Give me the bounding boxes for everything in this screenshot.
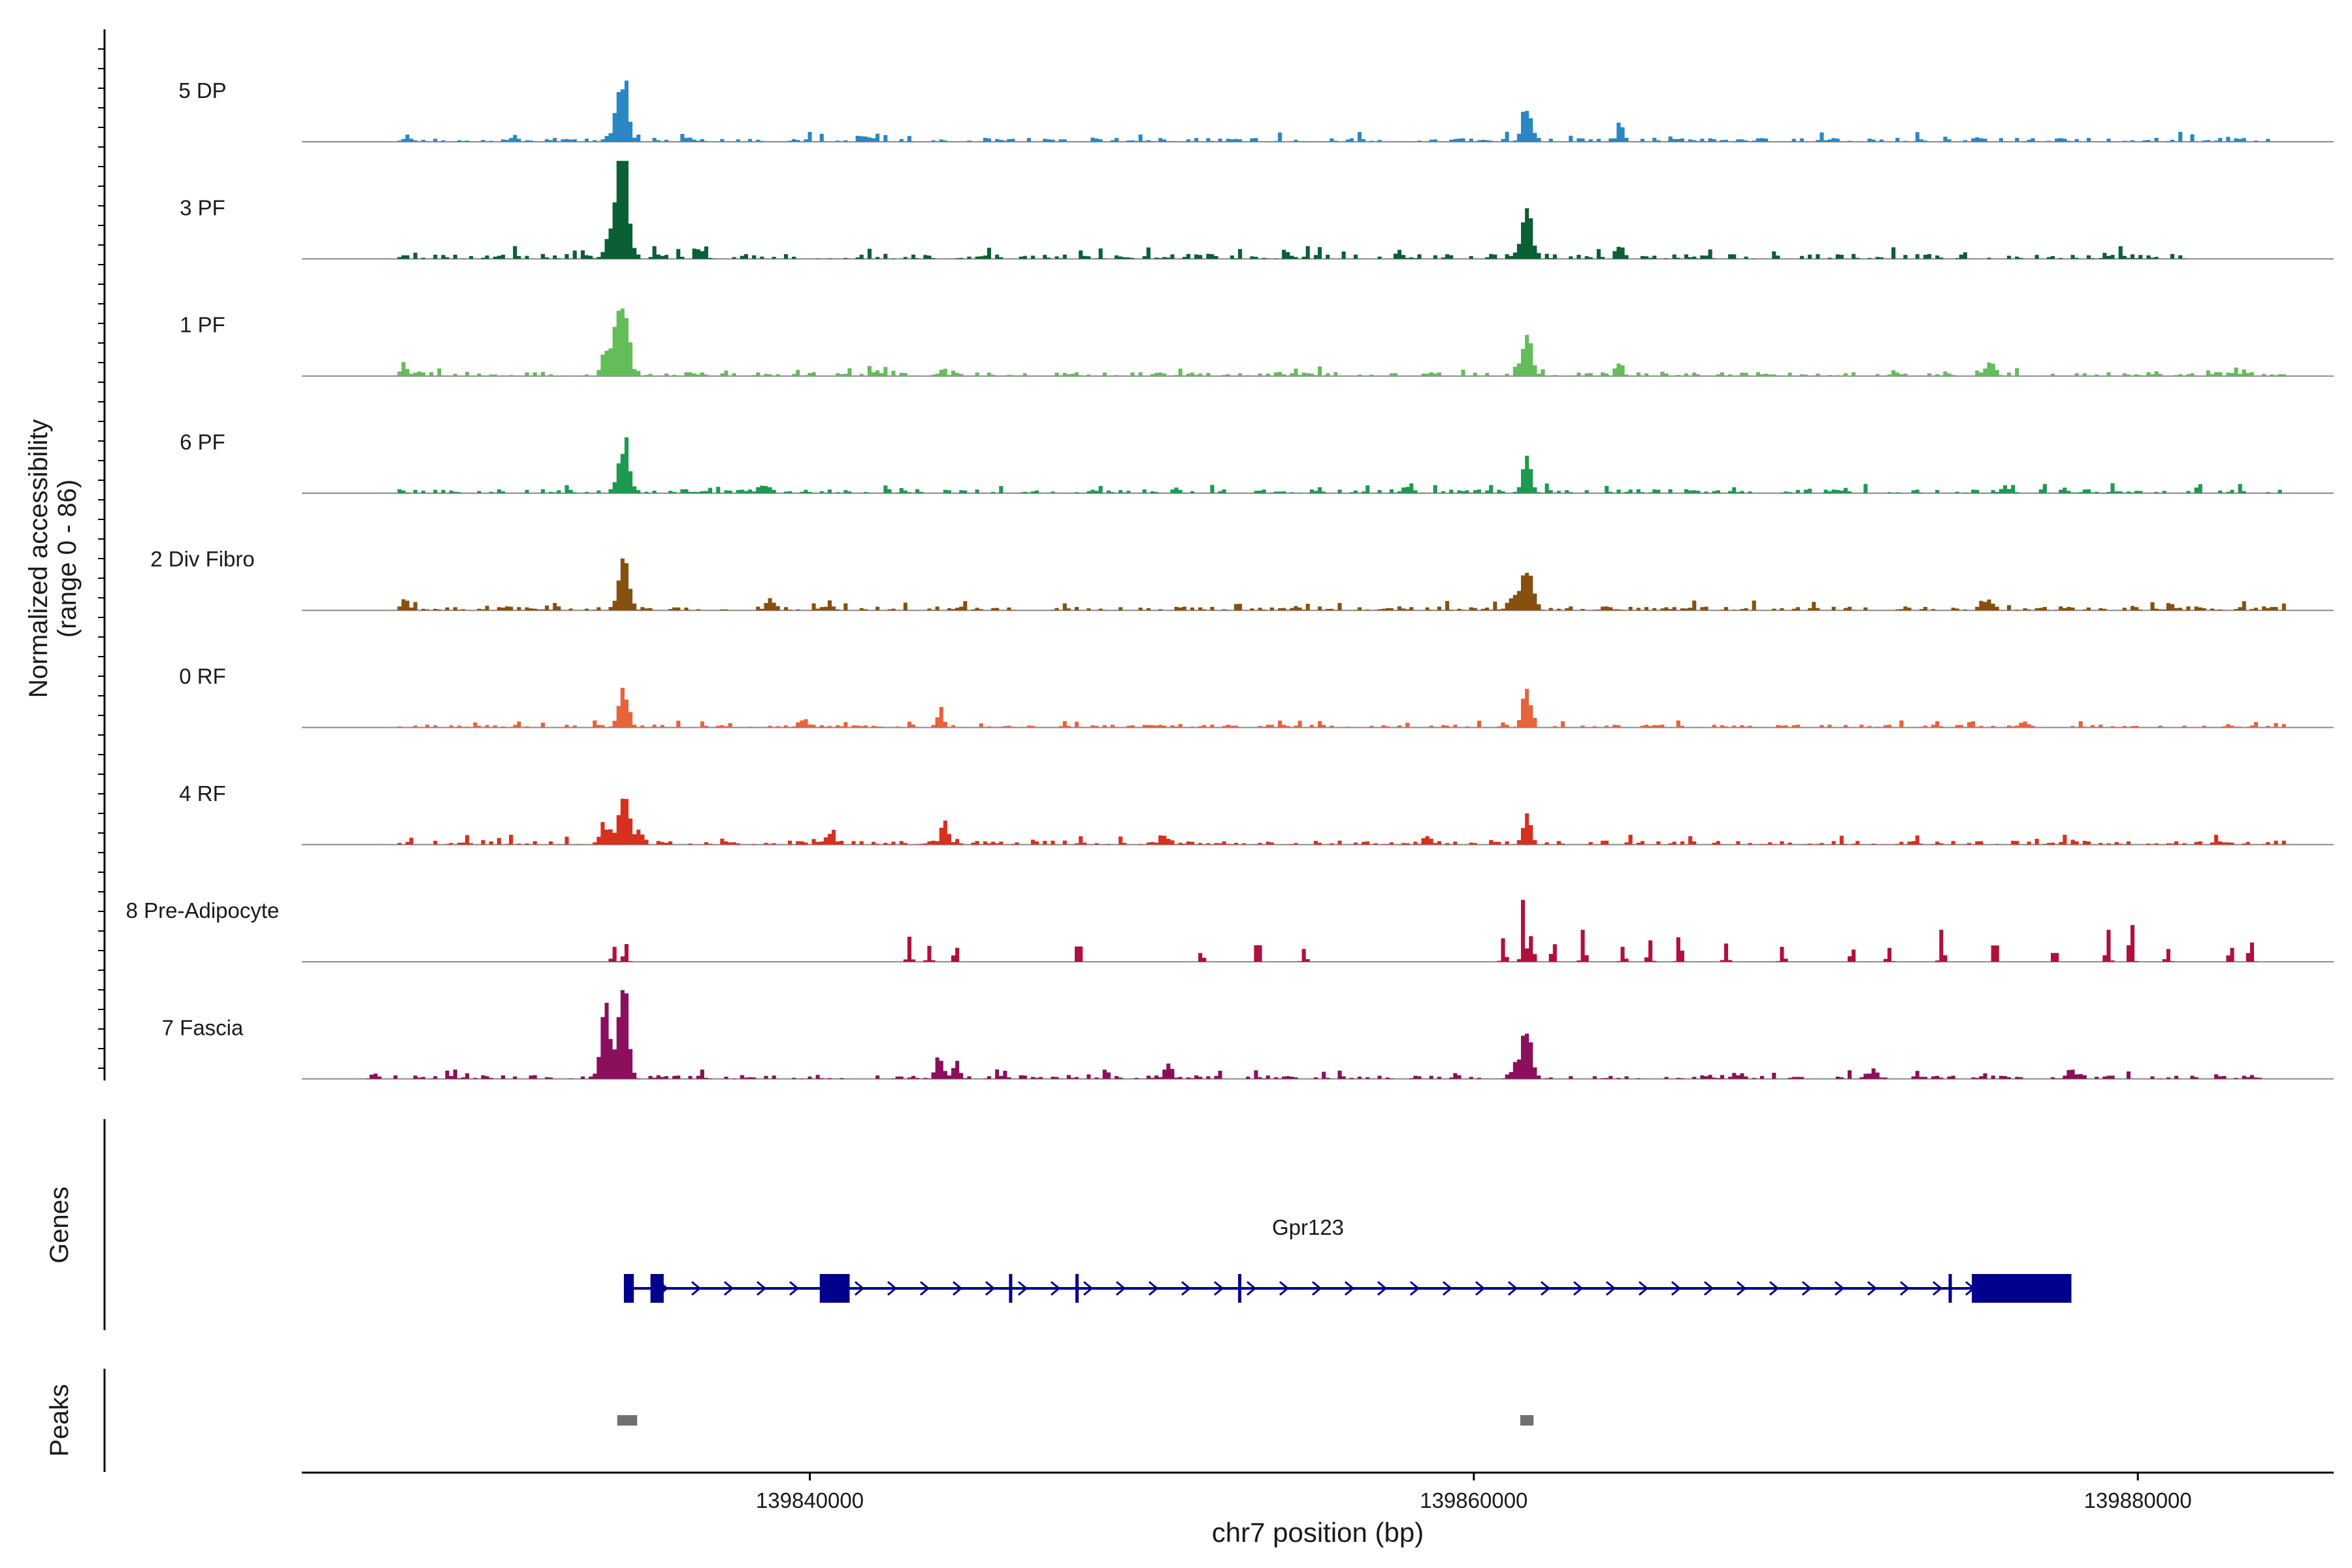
coverage-area-3-pf	[397, 161, 2187, 259]
x-axis-label: chr7 position (bp)	[1212, 1517, 1424, 1548]
strand-arrow	[1932, 1281, 1943, 1296]
strand-arrow	[1311, 1281, 1322, 1296]
strand-arrow	[1703, 1281, 1714, 1296]
x-tick-label: 139860000	[1420, 1488, 1527, 1512]
track-4-rf: 4 RF	[179, 781, 2334, 845]
strand-arrow	[1050, 1281, 1061, 1296]
strand-arrow	[1246, 1281, 1257, 1296]
strand-arrow	[1083, 1281, 1094, 1296]
gene-model	[623, 1274, 2072, 1303]
strand-arrow	[1638, 1281, 1649, 1296]
track-7-fascia: 7 Fascia	[162, 990, 2334, 1080]
strand-arrow	[1017, 1281, 1028, 1296]
strand-arrow	[1801, 1281, 1812, 1296]
coverage-area-1-pf	[393, 308, 2286, 376]
strand-arrow	[854, 1281, 865, 1296]
gene-exon	[819, 1274, 850, 1303]
strand-arrow	[1605, 1281, 1616, 1296]
track-2-div-fibro: 2 Div Fibro	[150, 547, 2334, 612]
track-label: 2 Div Fibro	[150, 547, 255, 571]
track-label: 6 PF	[180, 430, 225, 454]
strand-arrow	[789, 1281, 800, 1296]
gene-exon	[1238, 1274, 1242, 1303]
strand-arrow	[919, 1281, 930, 1296]
strand-arrow	[723, 1281, 734, 1296]
gene-name-label: Gpr123	[1272, 1215, 1344, 1239]
coverage-area-0-rf	[397, 687, 2286, 728]
genes-panel-label: Genes	[45, 1186, 74, 1264]
peak-region	[617, 1415, 638, 1426]
strand-arrow	[1181, 1281, 1192, 1296]
peaks-panel: Peaks	[45, 1369, 1534, 1472]
gene-exon	[1948, 1274, 1952, 1303]
x-tick-label: 139880000	[2084, 1488, 2192, 1512]
strand-arrow	[1573, 1281, 1584, 1296]
track-8-pre-adipocyte: 8 Pre-Adipocyte	[126, 898, 2334, 963]
coverage-area-8-pre-adipocyte	[608, 900, 2259, 962]
strand-arrow	[1409, 1281, 1420, 1296]
strand-arrow	[1507, 1281, 1518, 1296]
y-axis-label-range: (range 0 - 86)	[53, 480, 82, 638]
coverage-area-5-dp	[397, 80, 2270, 142]
strand-arrow	[1115, 1281, 1126, 1296]
track-6-pf: 6 PF	[180, 430, 2334, 494]
strand-arrow	[1834, 1281, 1845, 1296]
gene-exon	[1009, 1274, 1013, 1303]
peak-regions	[617, 1415, 1534, 1426]
coverage-area-7-fascia	[365, 990, 2262, 1079]
peak-region	[1520, 1415, 1534, 1426]
strand-arrow	[1671, 1281, 1682, 1296]
coverage-area-6-pf	[397, 437, 2282, 493]
x-tick-label: 139840000	[756, 1488, 864, 1512]
strand-arrow	[1736, 1281, 1747, 1296]
track-label: 0 RF	[179, 664, 226, 689]
strand-arrow	[985, 1281, 996, 1296]
strand-arrow	[1867, 1281, 1878, 1296]
peaks-panel-label: Peaks	[45, 1384, 74, 1456]
genes-panel: Genes Gpr123	[45, 1119, 2072, 1330]
coverage-area-4-rf	[397, 798, 2286, 845]
strand-arrow	[756, 1281, 767, 1296]
track-label: 3 PF	[180, 195, 225, 220]
strand-arrow	[1475, 1281, 1486, 1296]
gene-exon	[1075, 1274, 1079, 1303]
gene-exon	[650, 1274, 664, 1303]
track-label: 7 Fascia	[162, 1015, 244, 1039]
track-label: 8 Pre-Adipocyte	[126, 898, 280, 923]
x-axis-ticks: 139840000 139860000 139880000	[756, 1473, 2192, 1512]
strand-arrow	[1899, 1281, 1910, 1296]
track-3-pf: 3 PF	[180, 161, 2334, 260]
strand-arrow	[1213, 1281, 1224, 1296]
x-axis: 139840000 139860000 139880000 chr7 positio…	[302, 1471, 2334, 1548]
track-1-pf: 1 PF	[180, 308, 2334, 377]
coverage-area-2-div-fibro	[397, 558, 2286, 611]
strand-arrow	[1279, 1281, 1290, 1296]
strand-arrow	[1344, 1281, 1355, 1296]
track-label: 4 RF	[179, 781, 226, 806]
strand-arrow	[1148, 1281, 1159, 1296]
strand-arrow	[691, 1281, 702, 1296]
coverage-tracks: 5 DP 3 PF 1 PF 6 PF 2 Div Fibro 0 RF 4 RF 8 Pre…	[126, 78, 2334, 1080]
strand-arrow	[952, 1281, 963, 1296]
strand-arrow	[1377, 1281, 1388, 1296]
track-5-dp: 5 DP	[178, 78, 2334, 142]
strand-arrow	[1769, 1281, 1780, 1296]
gene-exon	[623, 1274, 634, 1303]
track-label: 5 DP	[178, 78, 226, 103]
track-label: 1 PF	[180, 313, 225, 337]
track-0-rf: 0 RF	[179, 664, 2334, 728]
strand-arrow	[1540, 1281, 1551, 1296]
strand-arrow	[1442, 1281, 1453, 1296]
gene-exon	[1972, 1274, 2072, 1303]
y-axis-label: Normalized accessibility	[24, 419, 53, 698]
accessibility-axis	[98, 29, 106, 1081]
strand-arrow	[887, 1281, 898, 1296]
